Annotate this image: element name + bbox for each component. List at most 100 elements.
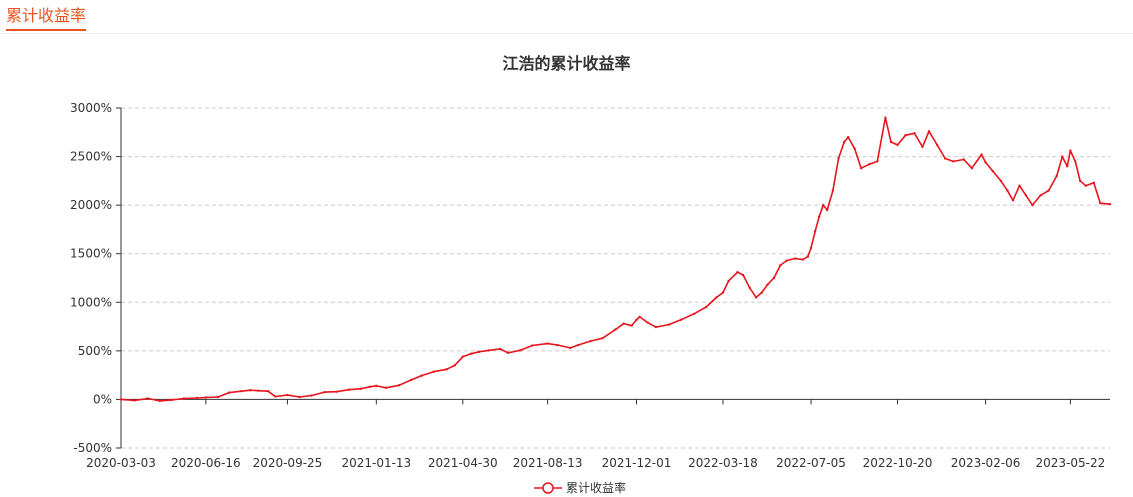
data-point	[809, 246, 813, 250]
data-point	[249, 389, 252, 392]
data-point	[999, 179, 1003, 183]
data-point	[469, 352, 473, 355]
x-tick-label: 2021-04-30	[428, 456, 498, 470]
data-point	[445, 368, 448, 371]
data-point	[622, 322, 625, 325]
y-tick-label: 500%	[78, 344, 112, 358]
data-point	[853, 147, 856, 150]
data-point	[962, 158, 965, 161]
data-point	[817, 215, 821, 218]
data-point	[630, 324, 633, 327]
series-line[interactable]	[120, 116, 1111, 402]
data-point	[754, 296, 758, 299]
data-point	[204, 396, 208, 399]
data-point	[876, 160, 879, 163]
data-point	[216, 395, 220, 399]
data-point	[518, 349, 522, 352]
data-point	[837, 157, 840, 160]
legend-label[interactable]: 累计收益率	[566, 480, 626, 495]
data-point	[679, 318, 683, 321]
data-point	[831, 189, 835, 192]
data-point	[601, 337, 604, 340]
data-point	[1039, 194, 1042, 197]
data-point	[779, 264, 782, 267]
data-point	[589, 339, 592, 343]
data-point	[286, 393, 289, 397]
data-point	[323, 390, 326, 394]
data-point	[1092, 181, 1096, 184]
data-point	[793, 257, 797, 260]
data-point	[240, 389, 243, 393]
data-point	[384, 386, 388, 389]
data-point	[546, 342, 549, 345]
data-point	[182, 397, 186, 400]
data-point	[1011, 199, 1015, 202]
data-point	[904, 134, 907, 137]
data-point	[715, 296, 718, 299]
data-point	[748, 286, 751, 289]
data-point	[806, 255, 810, 258]
x-tick-label: 2022-10-20	[863, 456, 933, 470]
data-point	[847, 135, 850, 139]
data-point	[158, 399, 161, 403]
legend-marker[interactable]	[542, 482, 554, 494]
data-point	[1047, 189, 1050, 192]
x-tick-label: 2021-08-13	[513, 456, 583, 470]
data-point	[133, 399, 136, 402]
data-point	[635, 318, 638, 321]
data-point	[347, 388, 351, 391]
section-title-tab[interactable]: 累计收益率	[6, 6, 87, 31]
data-point	[1099, 202, 1102, 205]
x-tick-label: 2021-01-13	[341, 456, 411, 470]
y-tick-label: -500%	[73, 441, 112, 455]
y-tick-label: 1000%	[70, 295, 112, 309]
data-point	[461, 355, 464, 358]
data-point	[420, 374, 423, 377]
data-point	[359, 387, 363, 390]
data-point	[921, 145, 924, 149]
data-point	[927, 130, 931, 133]
y-tick-label: 1500%	[70, 247, 112, 261]
x-tick-label: 2020-03-03	[86, 456, 156, 470]
y-tick-label: 2000%	[70, 198, 112, 212]
data-point	[785, 259, 788, 262]
y-tick-label: 0%	[93, 392, 112, 406]
section-header: 累计收益率	[0, 0, 1133, 34]
data-point	[1084, 184, 1087, 187]
data-point	[727, 279, 730, 283]
data-point	[721, 291, 725, 294]
data-point	[913, 132, 916, 135]
data-point	[487, 349, 490, 352]
data-point	[667, 323, 671, 326]
data-point	[1055, 174, 1058, 178]
data-point	[842, 140, 846, 144]
x-tick-label: 2022-07-05	[776, 456, 846, 470]
data-point	[868, 163, 871, 166]
data-point	[1024, 194, 1028, 197]
data-point	[821, 203, 825, 207]
data-point	[375, 384, 378, 388]
data-point	[772, 276, 776, 280]
data-point	[1018, 184, 1021, 187]
x-tick-label: 2020-06-16	[171, 456, 241, 470]
chart-title: 江浩的累计收益率	[502, 54, 631, 73]
data-point	[477, 350, 481, 354]
data-point	[980, 153, 983, 156]
data-point	[859, 167, 863, 170]
data-point	[970, 167, 974, 170]
data-point	[1078, 179, 1082, 183]
data-point	[274, 395, 277, 398]
data-point	[506, 351, 510, 354]
data-point	[228, 391, 231, 394]
data-point	[146, 397, 149, 400]
data-point	[991, 169, 995, 173]
data-point	[453, 364, 456, 367]
x-tick-label: 2020-09-25	[253, 456, 323, 470]
data-point	[614, 328, 617, 331]
data-point	[1031, 203, 1034, 207]
data-point	[409, 378, 413, 382]
data-point	[801, 258, 805, 261]
data-point	[556, 343, 559, 347]
data-point	[896, 143, 899, 147]
